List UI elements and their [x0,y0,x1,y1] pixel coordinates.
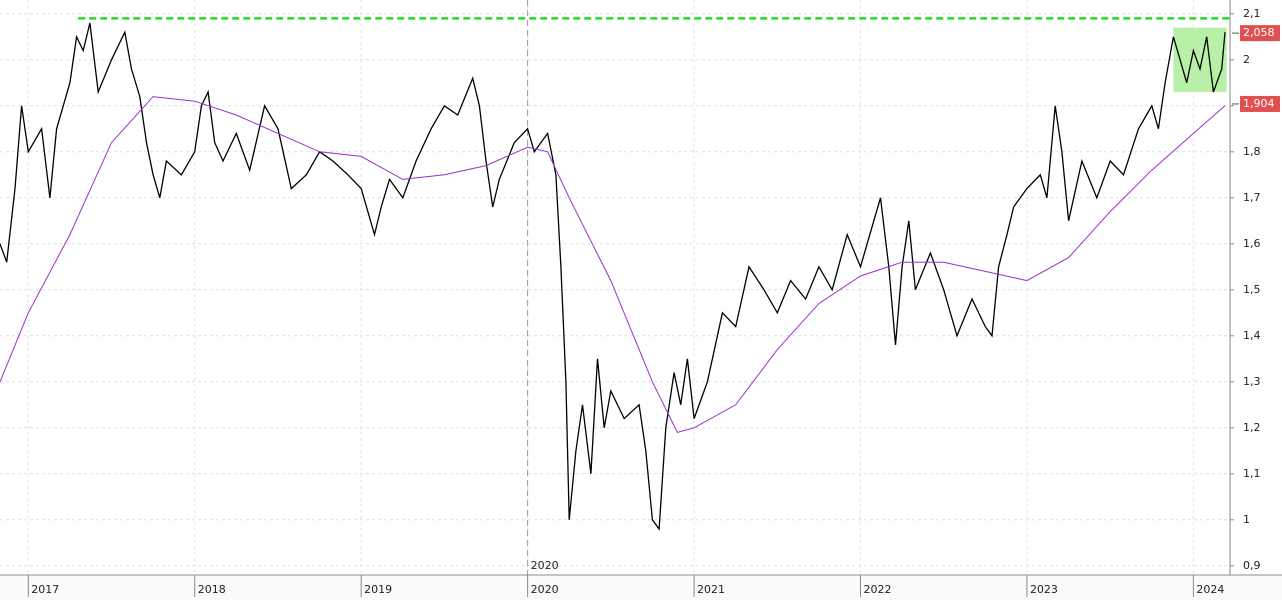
y-tick-label: 1,1 [1243,467,1261,480]
y-tick-label: 1 [1243,513,1250,526]
y-tick-label: 2 [1243,53,1250,66]
x-tick-label: 2023 [1030,583,1058,596]
event-label: 2020 [531,559,559,572]
y-tick-label: 1,5 [1243,283,1261,296]
y-tick-label: 2,1 [1243,7,1261,20]
price-tag-label: 1,904 [1243,97,1275,110]
highlight-box [1173,27,1227,93]
price-tag-label: 2,058 [1243,26,1275,39]
price-tag [1240,95,1280,112]
x-tick-label: 2024 [1196,583,1224,596]
x-axis-strip [0,576,1282,600]
series-line [0,22,1226,531]
y-tick-label: 1,3 [1243,375,1261,388]
price-tag [1240,25,1280,42]
x-tick-label: 2019 [364,583,392,596]
y-tick-label: 1,7 [1243,191,1261,204]
y-tick-label: 1,4 [1243,329,1261,342]
y-tick-label: 1,8 [1243,145,1261,158]
x-tick-label: 2021 [697,583,725,596]
x-tick-label: 2017 [31,583,59,596]
y-tick-label: 1,2 [1243,421,1261,434]
series-line [0,96,1226,433]
x-tick-label: 2020 [531,583,559,596]
x-tick-label: 2018 [198,583,226,596]
y-tick-label: 1,6 [1243,237,1261,250]
x-tick-label: 2022 [864,583,892,596]
y-tick-label: 0,9 [1243,559,1261,572]
